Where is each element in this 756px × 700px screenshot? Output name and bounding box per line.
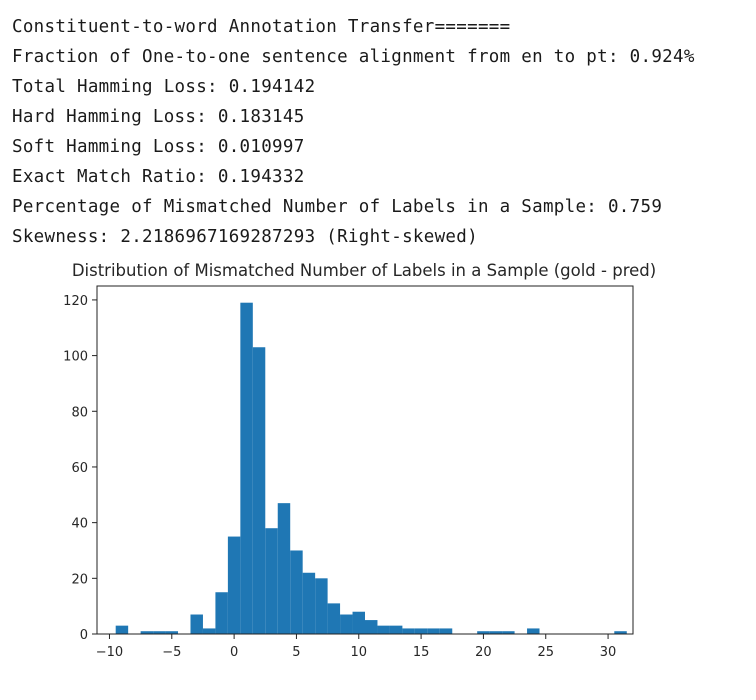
histogram-bar <box>414 628 428 634</box>
x-tick-label: −10 <box>96 645 123 660</box>
histogram-bar <box>489 631 503 634</box>
y-tick-label: 100 <box>63 350 88 365</box>
chart-title: Distribution of Mismatched Number of Lab… <box>72 261 656 280</box>
x-tick-label: −5 <box>162 645 181 660</box>
histogram-bar <box>340 614 353 634</box>
histogram-bar <box>439 628 453 634</box>
histogram-bar <box>240 302 253 634</box>
histogram-bar <box>265 528 278 634</box>
y-tick-label: 40 <box>71 517 88 532</box>
histogram-bar <box>140 631 154 634</box>
histogram-bar <box>227 536 241 634</box>
histogram-bar <box>252 347 266 634</box>
histogram-chart: Distribution of Mismatched Number of Lab… <box>63 261 656 660</box>
histogram-bar <box>527 628 540 634</box>
y-tick-label: 0 <box>80 628 88 643</box>
histogram-bar <box>477 631 490 634</box>
histogram-bar <box>153 631 166 634</box>
histogram-bar <box>202 628 216 634</box>
plot-frame <box>96 285 634 635</box>
histogram-bar <box>190 614 203 634</box>
histogram-bar <box>215 592 228 634</box>
x-tick-label: 30 <box>600 645 617 660</box>
x-tick-label: 5 <box>292 645 300 660</box>
histogram-bar <box>302 572 316 634</box>
histogram-bar <box>402 628 415 634</box>
histogram-bar <box>427 628 440 634</box>
histogram-bar <box>327 603 341 634</box>
x-tick-label: 0 <box>230 645 238 660</box>
y-tick-label: 60 <box>71 461 88 476</box>
x-tick-label: 10 <box>350 645 367 660</box>
histogram-bar <box>365 620 378 634</box>
output-line-exact-match: Exact Match Ratio: 0.194332 <box>12 167 305 187</box>
output-line-mismatch-percentage: Percentage of Mismatched Number of Label… <box>12 197 663 217</box>
output-line-header: Constituent-to-word Annotation Transfer=… <box>12 17 511 37</box>
histogram-bar <box>377 625 390 634</box>
histogram-bar <box>277 503 291 634</box>
x-tick-label: 20 <box>475 645 492 660</box>
histogram-bar <box>502 631 515 634</box>
output-line-alignment-fraction: Fraction of One-to-one sentence alignmen… <box>12 47 695 67</box>
output-line-total-hamming: Total Hamming Loss: 0.194142 <box>12 77 316 97</box>
histogram-bar <box>165 631 179 634</box>
histogram-bar <box>115 625 129 634</box>
histogram-figure: Distribution of Mismatched Number of Lab… <box>0 254 756 696</box>
y-tick-label: 20 <box>71 572 88 587</box>
histogram-bar <box>315 578 328 634</box>
y-tick-label: 80 <box>71 405 88 420</box>
x-tick-label: 15 <box>413 645 430 660</box>
x-axis-ticks: −10 −5 0 5 10 15 20 25 30 <box>96 634 617 660</box>
histogram-bar <box>389 625 403 634</box>
y-tick-label: 120 <box>63 294 88 309</box>
output-line-hard-hamming: Hard Hamming Loss: 0.183145 <box>12 107 305 127</box>
y-axis-ticks: 0 20 40 60 80 100 120 <box>63 294 97 643</box>
histogram-bar <box>352 611 365 634</box>
histogram-bars <box>115 302 627 634</box>
histogram-bar <box>614 631 627 634</box>
output-line-soft-hamming: Soft Hamming Loss: 0.010997 <box>12 137 305 157</box>
cell-output-text: Constituent-to-word Annotation Transfer=… <box>12 12 695 252</box>
output-line-skewness: Skewness: 2.2186967169287293 (Right-skew… <box>12 227 478 247</box>
x-tick-label: 25 <box>537 645 554 660</box>
histogram-bar <box>290 550 303 634</box>
